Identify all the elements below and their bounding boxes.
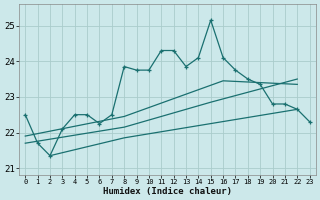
X-axis label: Humidex (Indice chaleur): Humidex (Indice chaleur) (103, 187, 232, 196)
